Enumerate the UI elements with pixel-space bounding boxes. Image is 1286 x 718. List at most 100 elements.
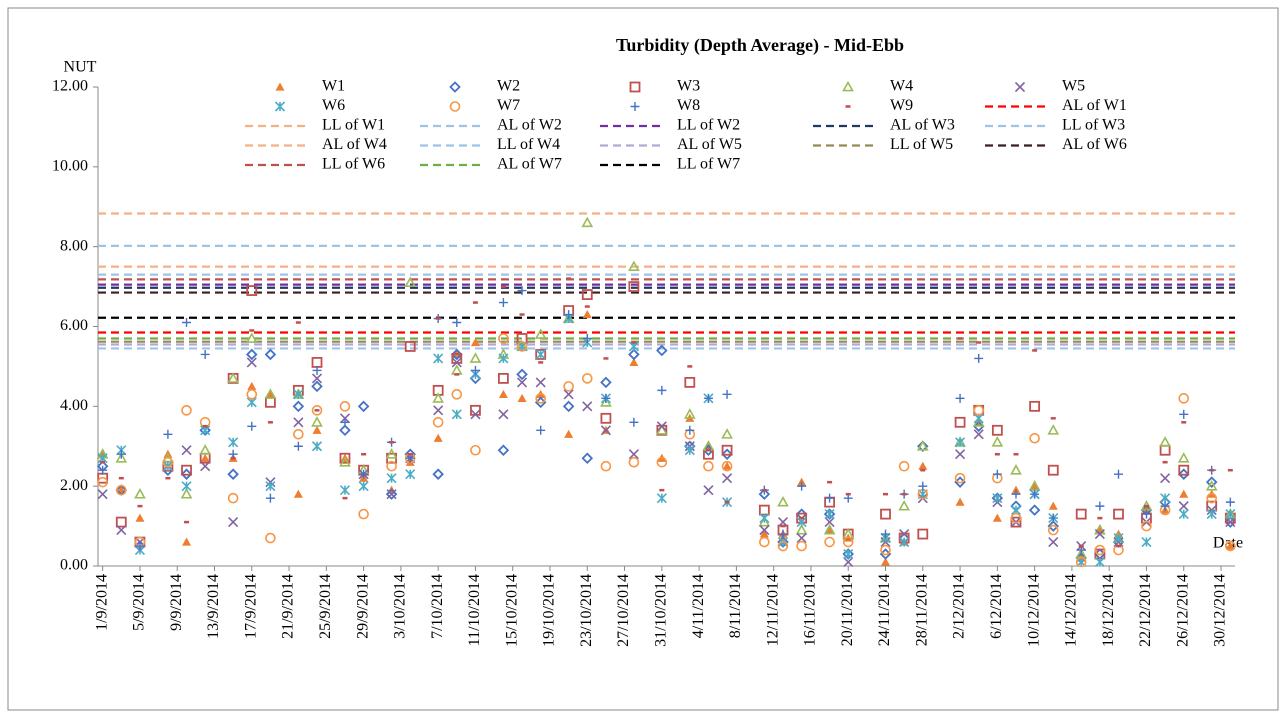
data-point — [601, 393, 611, 403]
y-tick-label: 0.00 — [60, 557, 88, 574]
data-point — [200, 349, 210, 359]
legend-label: AL of W2 — [497, 117, 562, 134]
data-point — [452, 318, 462, 328]
data-point — [498, 298, 508, 308]
data-point — [656, 421, 667, 432]
data-point — [535, 393, 546, 404]
data-point — [722, 473, 733, 484]
data-point — [1010, 464, 1022, 475]
data-point — [293, 441, 303, 451]
data-point — [879, 548, 892, 560]
data-point — [498, 372, 509, 384]
data-point — [824, 509, 835, 520]
data-point — [628, 449, 639, 460]
data-point — [918, 481, 928, 491]
x-tick-label: 7/10/2014 — [429, 574, 446, 639]
data-point — [311, 416, 323, 427]
data-point — [498, 333, 509, 344]
data-point — [359, 469, 369, 479]
x-tick-label: 13/9/2014 — [205, 574, 222, 639]
data-point — [628, 456, 640, 468]
data-point — [954, 476, 966, 488]
x-tick-label: 30/12/2014 — [1212, 574, 1229, 647]
data-point — [1225, 509, 1236, 520]
data-point — [563, 381, 574, 392]
legend-label: W2 — [497, 78, 520, 95]
data-point — [470, 444, 481, 456]
data-point — [1141, 536, 1152, 548]
data-point — [293, 489, 303, 498]
legend-label: LL of W3 — [1062, 117, 1125, 134]
data-point — [451, 348, 463, 361]
data-point — [115, 452, 128, 463]
data-point — [703, 460, 714, 472]
data-point — [1048, 513, 1058, 523]
data-point — [470, 337, 480, 347]
data-point — [1094, 556, 1105, 568]
legend-marker — [274, 101, 286, 112]
data-point — [386, 473, 397, 484]
data-point — [796, 532, 807, 544]
x-tick-label: 25/9/2014 — [317, 574, 334, 639]
y-tick-label: 8.00 — [60, 237, 88, 254]
data-point — [582, 333, 592, 343]
legend-label: W8 — [677, 97, 700, 114]
legend-label: LL of W5 — [890, 136, 953, 153]
data-point — [1160, 501, 1170, 511]
data-point — [517, 286, 527, 296]
legend-label: AL of W5 — [677, 136, 742, 153]
data-point — [451, 409, 462, 420]
data-point — [823, 523, 836, 535]
x-tick-label: 16/11/2014 — [802, 574, 819, 646]
data-point — [796, 540, 807, 552]
data-point — [581, 289, 593, 300]
data-point — [683, 408, 696, 419]
data-point — [954, 416, 966, 428]
data-point — [721, 428, 733, 439]
data-point — [918, 461, 928, 470]
legend-label: W1 — [322, 78, 345, 95]
x-tick-label: 19/10/2014 — [541, 574, 558, 647]
data-point — [264, 388, 277, 399]
data-point — [1159, 436, 1171, 447]
legend-label: W5 — [1062, 78, 1085, 95]
data-point — [246, 357, 257, 368]
data-point — [339, 401, 351, 412]
data-point — [1047, 464, 1059, 476]
data-point — [265, 389, 275, 398]
x-tick-label: 17/9/2014 — [242, 574, 259, 639]
legend-label: LL of W6 — [322, 156, 385, 173]
data-point — [825, 493, 835, 503]
data-point — [470, 365, 480, 375]
x-tick-label: 26/12/2014 — [1174, 574, 1191, 647]
data-point — [955, 497, 965, 506]
data-point — [264, 348, 277, 361]
data-point — [1048, 501, 1058, 510]
legend-label: AL of W1 — [1062, 97, 1127, 114]
x-axis-title: Date — [1213, 535, 1243, 552]
data-point — [1094, 529, 1105, 540]
data-point — [564, 429, 574, 438]
data-point — [293, 389, 304, 400]
data-point — [1225, 540, 1236, 552]
data-point — [581, 452, 594, 464]
data-point — [433, 353, 444, 364]
data-point — [825, 525, 835, 534]
data-point — [1075, 508, 1087, 520]
data-point — [451, 357, 462, 368]
x-tick-label: 14/12/2014 — [1063, 574, 1080, 647]
data-point — [1177, 452, 1190, 463]
data-point — [1030, 489, 1040, 499]
data-point — [955, 393, 965, 403]
data-point — [293, 428, 304, 440]
x-tick-label: 27/10/2014 — [615, 574, 632, 647]
legend-label: LL of W1 — [322, 117, 385, 134]
data-point — [899, 529, 910, 540]
legend-marker — [275, 82, 285, 91]
data-point — [98, 465, 108, 475]
data-point — [777, 540, 789, 552]
data-point — [247, 381, 257, 390]
data-point — [1029, 432, 1040, 444]
